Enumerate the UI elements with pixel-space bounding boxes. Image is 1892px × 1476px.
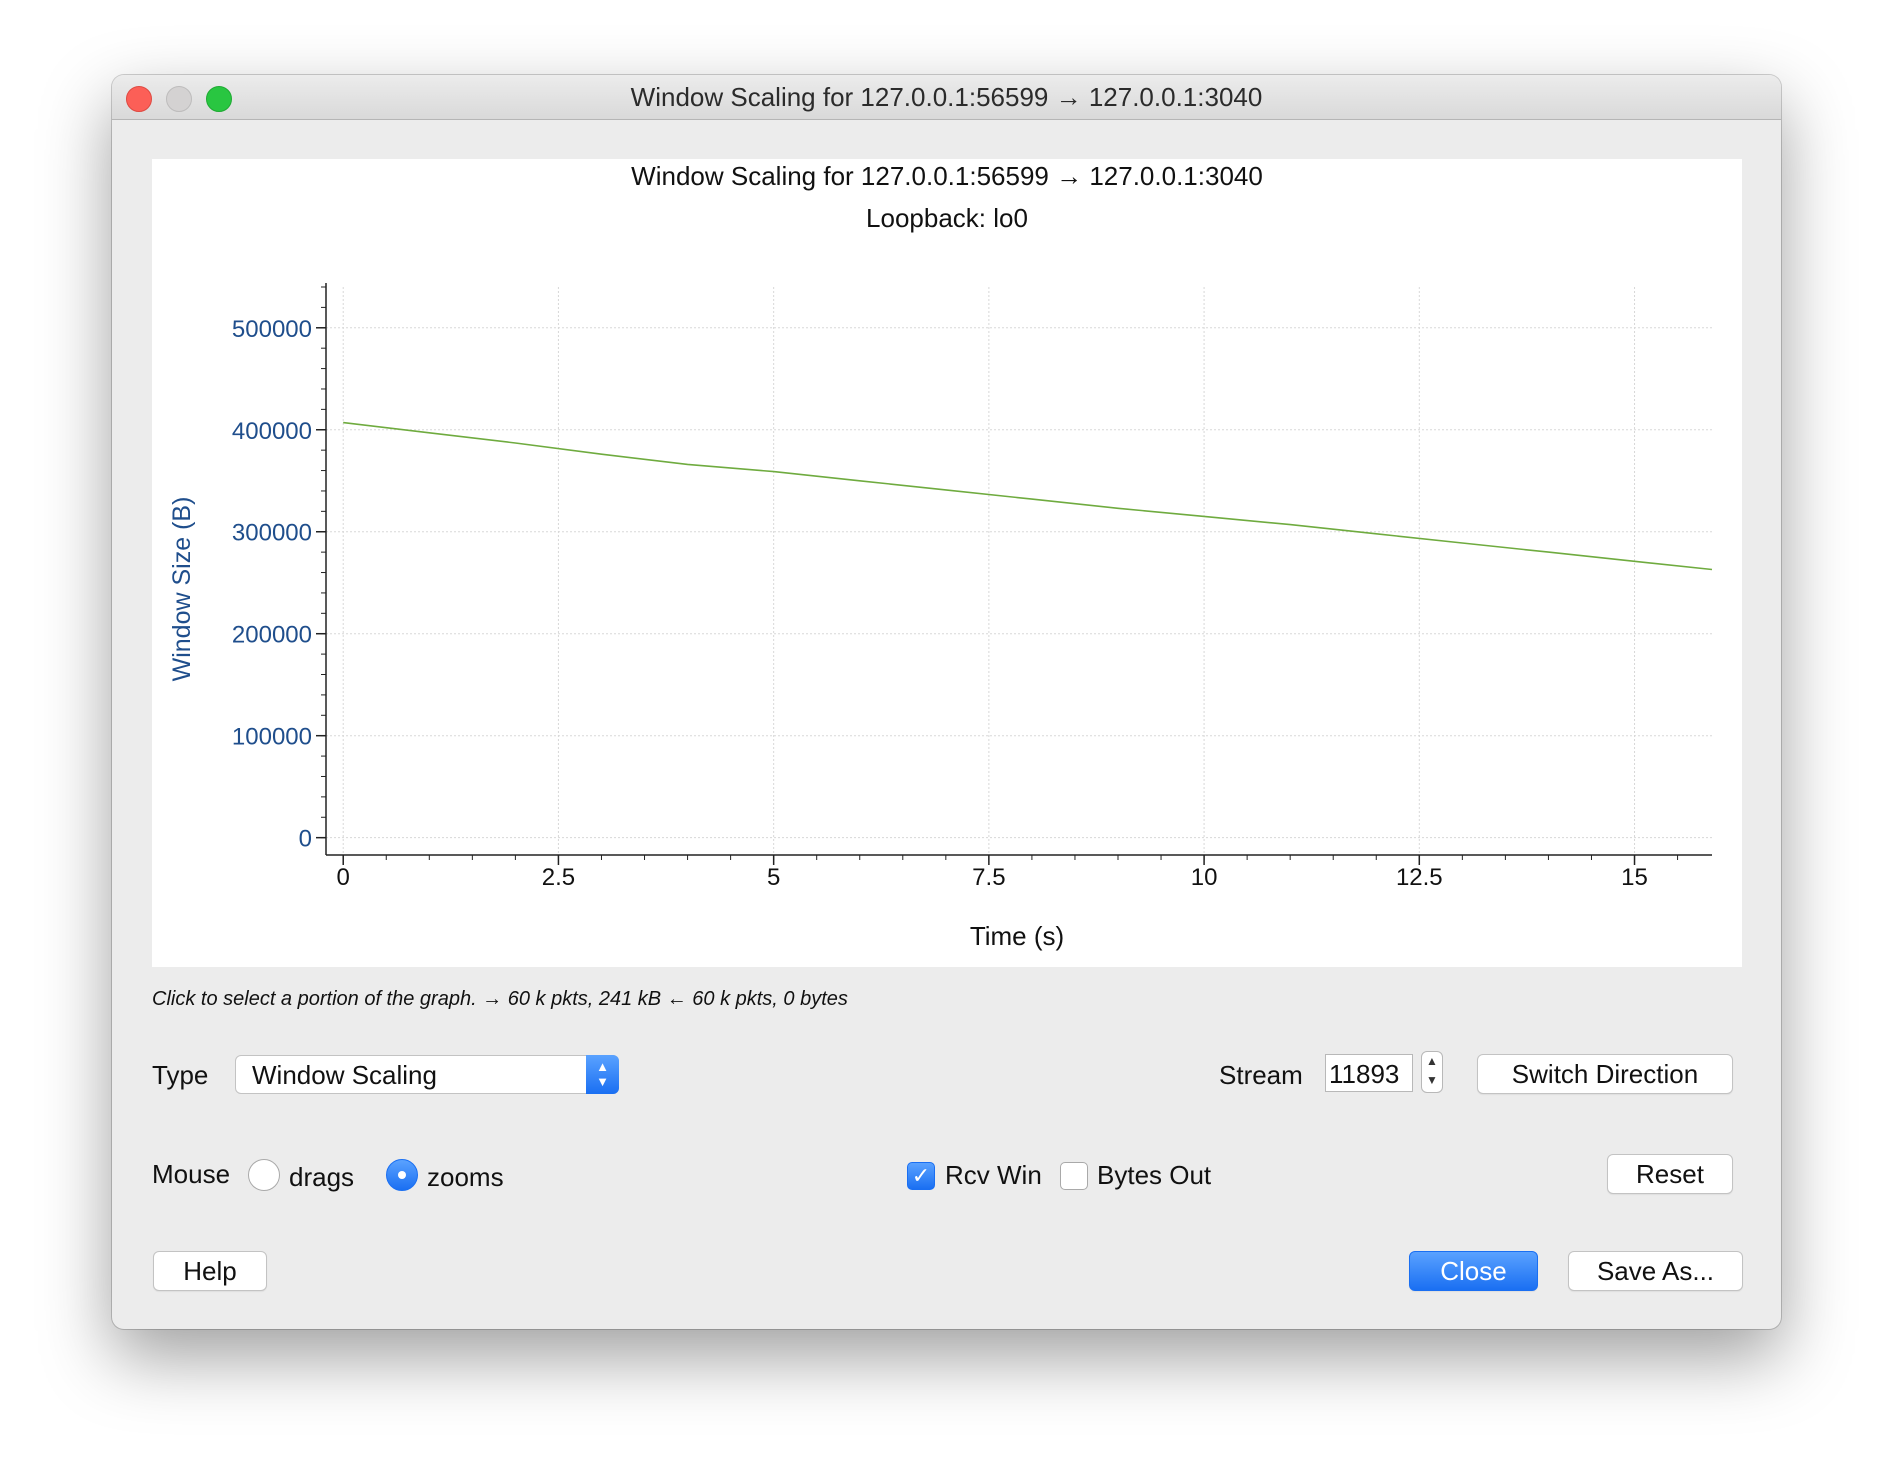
rcv-win-label[interactable]: Rcv Win <box>945 1160 1042 1190</box>
x-tick-label: 10 <box>1191 864 1218 891</box>
chart-subtitle: Loopback: lo0 <box>866 203 1028 233</box>
chevron-up-down-icon[interactable]: ▲ ▼ <box>586 1055 619 1094</box>
type-select[interactable]: Window Scaling ▲ ▼ <box>235 1055 619 1094</box>
grid <box>326 287 1712 855</box>
x-tick-label: 12.5 <box>1396 864 1443 891</box>
y-tick-label: 500000 <box>232 316 312 343</box>
radio-drags-label[interactable]: drags <box>289 1162 355 1192</box>
bytes-out-label[interactable]: Bytes Out <box>1097 1160 1212 1190</box>
x-tick-label: 15 <box>1621 864 1648 891</box>
x-tick-label: 2.5 <box>542 864 575 891</box>
switch-direction-button[interactable]: Switch Direction <box>1477 1054 1733 1094</box>
y-axis-label: Window Size (B) <box>168 497 196 682</box>
y-tick-label: 300000 <box>232 520 312 547</box>
stream-stepper[interactable]: ▲ ▼ <box>1421 1051 1443 1093</box>
x-tick-label: 0 <box>337 864 350 891</box>
stream-value: 11893 <box>1329 1059 1400 1089</box>
close-button[interactable]: Close <box>1409 1251 1538 1291</box>
x-axis-label: Time (s) <box>970 921 1064 951</box>
reset-button[interactable]: Reset <box>1607 1154 1733 1194</box>
stepper-up-icon[interactable]: ▲ <box>1426 1054 1438 1068</box>
graph-area[interactable]: Window Scaling for 127.0.0.1:56599 → 127… <box>152 159 1742 967</box>
title-bar[interactable]: Window Scaling for 127.0.0.1:56599 → 127… <box>112 75 1781 120</box>
radio-zooms-label[interactable]: zooms <box>427 1162 504 1192</box>
chart-title: Window Scaling for 127.0.0.1:56599 → 127… <box>631 161 1263 191</box>
close-window-button[interactable] <box>126 86 152 112</box>
help-button[interactable]: Help <box>153 1251 267 1291</box>
bytes-out-checkbox[interactable] <box>1060 1162 1088 1190</box>
status-hint: Click to select a portion of the graph. … <box>152 988 848 1010</box>
x-tick-label: 5 <box>767 864 780 891</box>
rcv-win-checkbox[interactable]: ✓ <box>907 1162 935 1190</box>
series-group <box>343 421 1713 571</box>
mouse-label: Mouse <box>152 1159 231 1189</box>
x-tick-label: 7.5 <box>972 864 1005 891</box>
series-line-rcv-win <box>343 421 1713 571</box>
type-select-value: Window Scaling <box>252 1060 437 1090</box>
y-tick-label: 400000 <box>232 418 312 445</box>
save-as-button[interactable]: Save As... <box>1568 1251 1743 1291</box>
window-title: Window Scaling for 127.0.0.1:56599 → 127… <box>630 82 1263 112</box>
radio-zooms[interactable] <box>386 1159 418 1191</box>
window-scaling-dialog: Window Scaling for 127.0.0.1:56599 → 127… <box>112 75 1781 1329</box>
y-tick-label: 200000 <box>232 622 312 649</box>
minimize-window-button[interactable] <box>166 86 192 112</box>
stepper-down-icon[interactable]: ▼ <box>1426 1073 1438 1087</box>
zoom-window-button[interactable] <box>206 86 232 112</box>
radio-drags[interactable] <box>248 1159 280 1191</box>
axes: 0 2.5 5 7.5 10 12.5 15 0 100000 200000 300000 40000… <box>232 283 1712 891</box>
stream-number-field[interactable]: 11893 <box>1325 1054 1413 1092</box>
window-scaling-chart[interactable]: Window Scaling for 127.0.0.1:56599 → 127… <box>152 159 1742 967</box>
type-label: Type <box>152 1060 209 1090</box>
y-tick-label: 100000 <box>232 724 312 751</box>
stream-label: Stream <box>1219 1060 1303 1090</box>
y-tick-label: 0 <box>299 826 312 853</box>
